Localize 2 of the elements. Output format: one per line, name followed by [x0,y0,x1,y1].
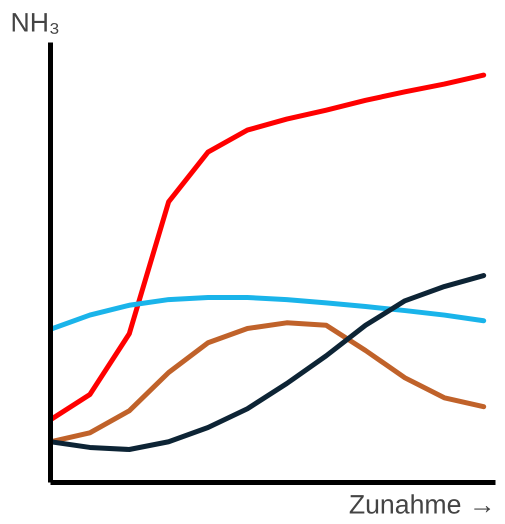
x-axis-title: Zunahme → [348,490,496,520]
y-axis-title: NH₃ [10,8,60,38]
